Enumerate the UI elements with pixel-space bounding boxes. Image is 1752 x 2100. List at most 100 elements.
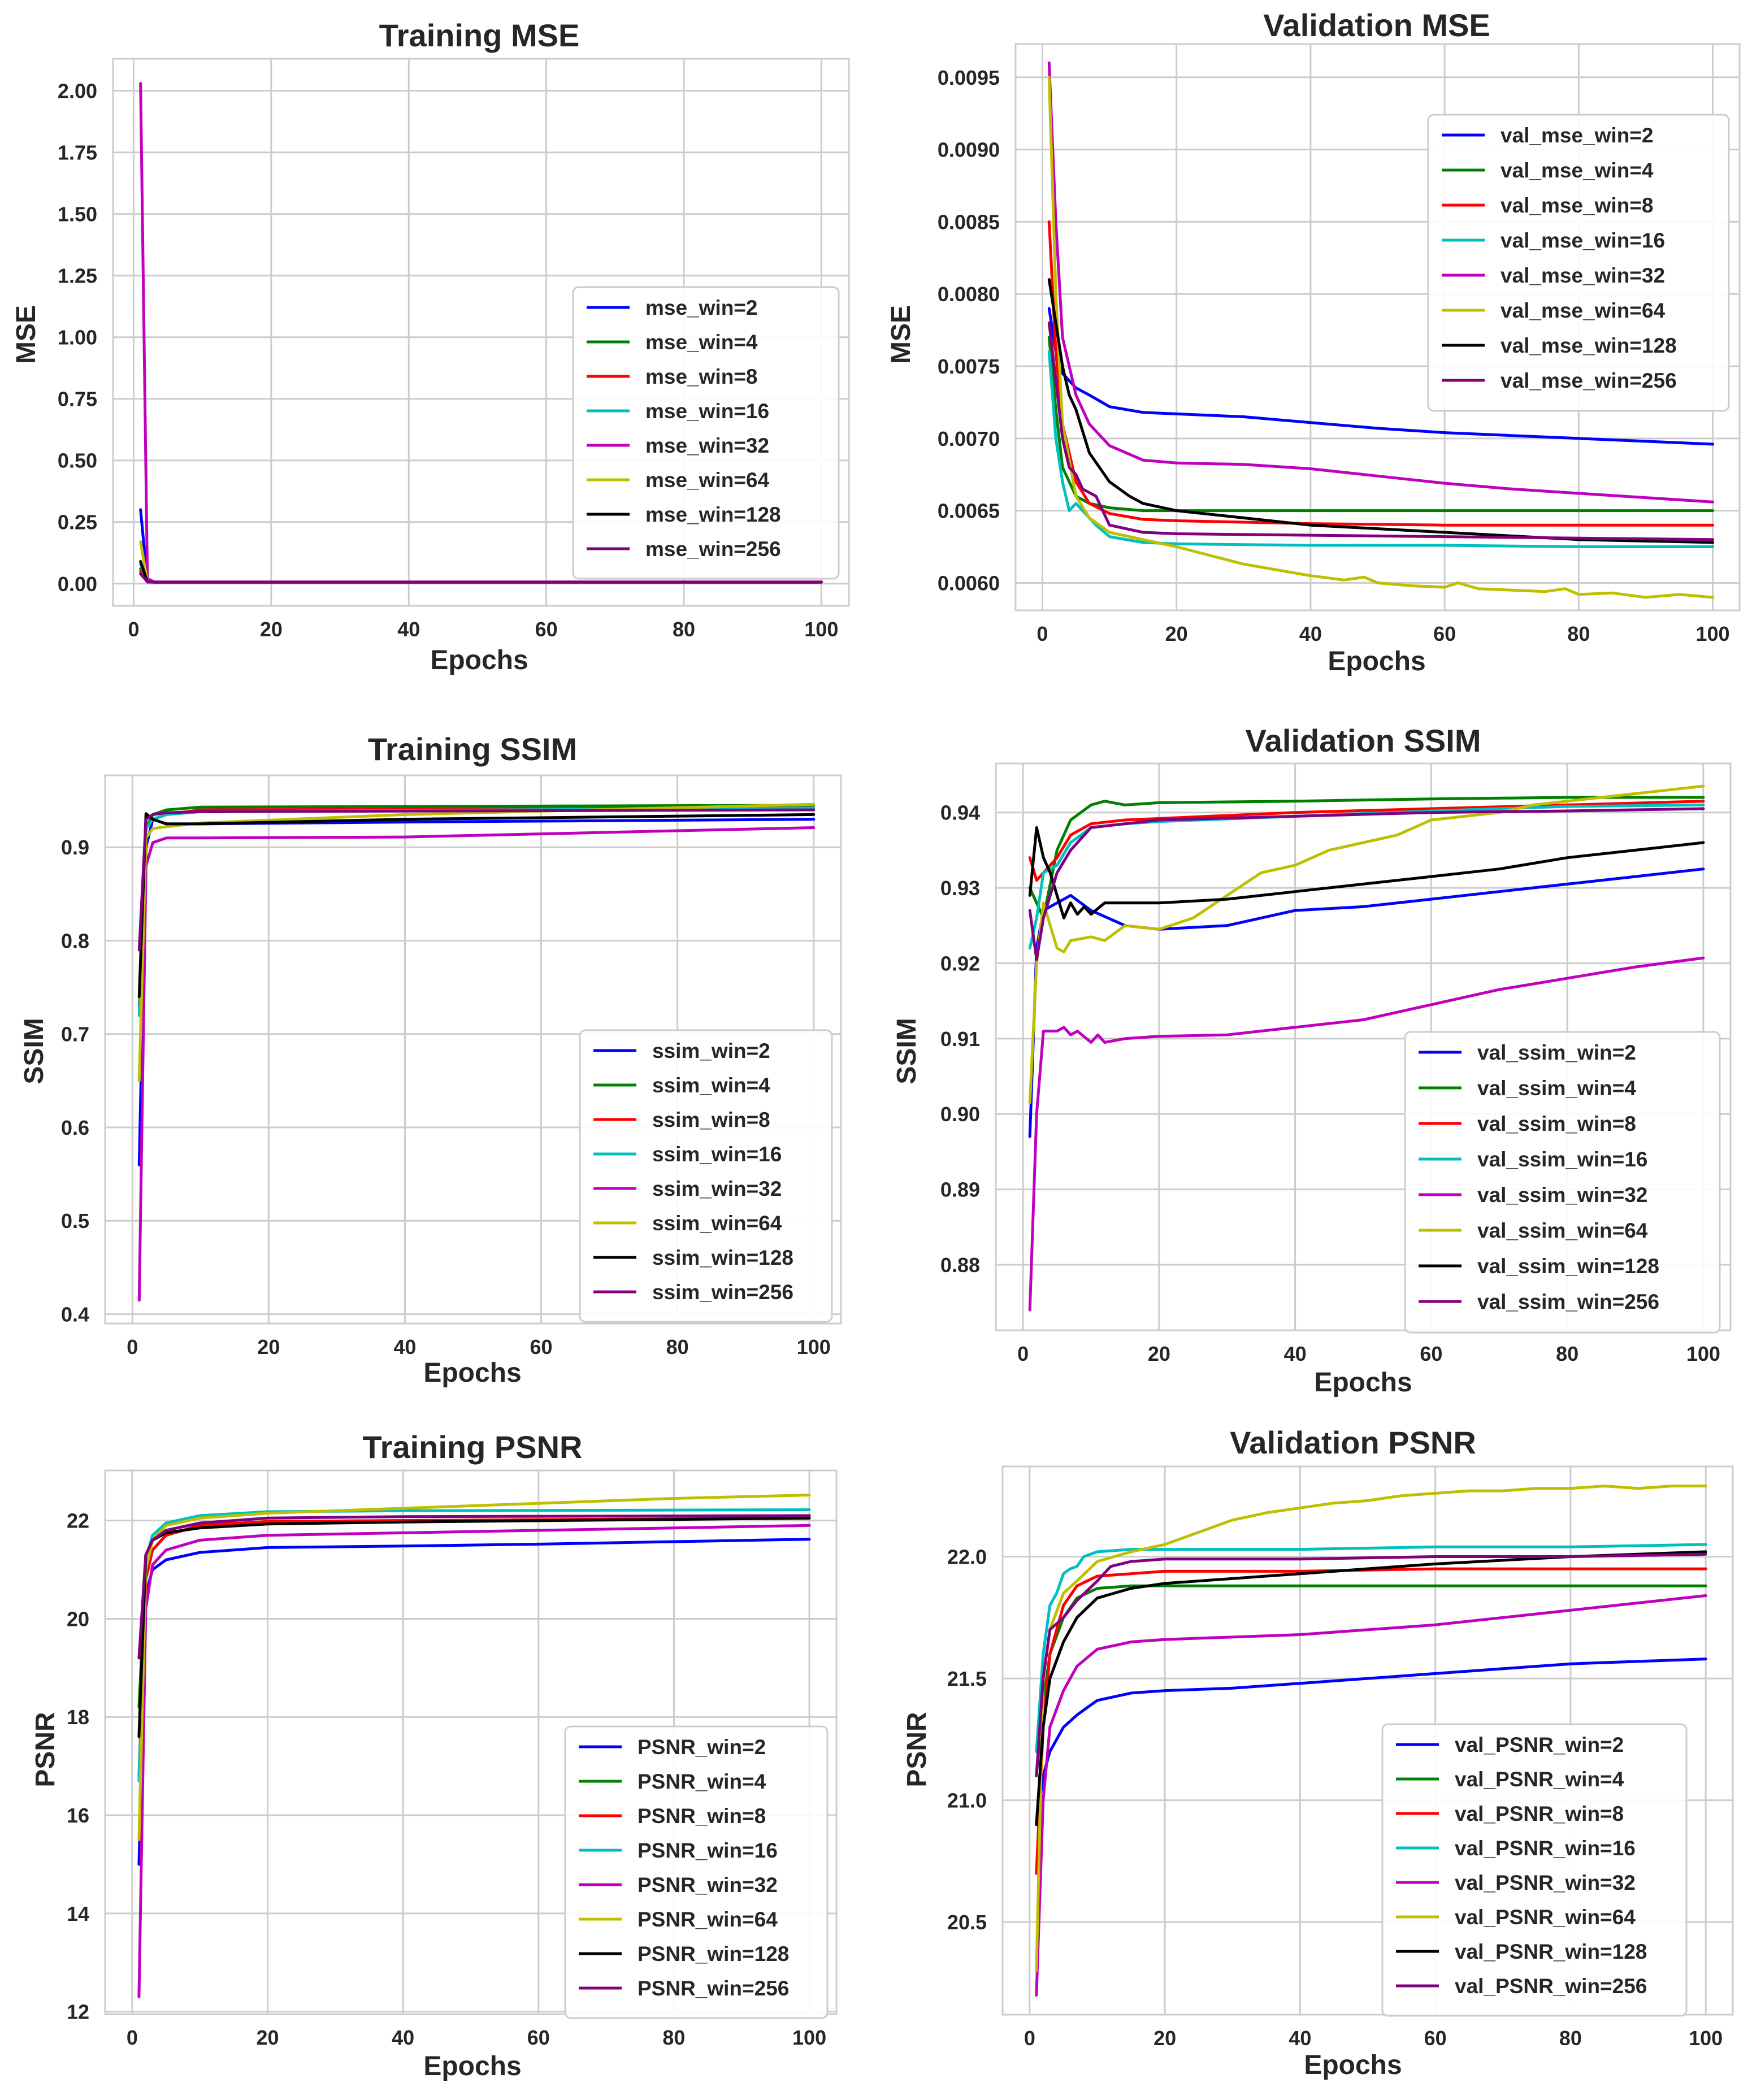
- series-line-ssim-win-128: [137, 812, 816, 999]
- x-tick-label: 60: [535, 618, 558, 641]
- y-tick-label: 1.50: [58, 203, 97, 226]
- y-tick-label: 0.0070: [938, 427, 1000, 450]
- y-tick-label: 21.0: [947, 1789, 987, 1812]
- legend: mse_win=2 mse_win=4 mse_win=8 mse_win=16mse…: [572, 286, 840, 580]
- legend-entry: mse_win=8: [645, 365, 757, 388]
- legend-entry: val_PSNR_win=4: [1455, 1768, 1624, 1791]
- x-tick-label: 40: [392, 2026, 414, 2049]
- legend-entry: mse_win=32: [645, 434, 769, 457]
- legend-entry: PSNR_win=2: [638, 1735, 766, 1759]
- legend: ssim_win=2 ssim_win=4 ssim_win=8 ssim_win=1…: [579, 1029, 833, 1323]
- series-line-val-psnr-win-8: [1035, 1567, 1707, 1875]
- y-tick-label: 1.25: [58, 264, 97, 288]
- legend-entry: val_ssim_win=256: [1477, 1290, 1659, 1313]
- legend-entry: ssim_win=128: [652, 1246, 793, 1269]
- x-tick-label: 100: [1696, 622, 1730, 645]
- x-tick-label: 0: [1037, 622, 1048, 645]
- legend-entry: val_PSNR_win=64: [1455, 1906, 1636, 1929]
- x-tick-label: 40: [1289, 2027, 1311, 2050]
- x-tick-label: 0: [127, 2026, 138, 2049]
- legend-frame: [572, 286, 840, 580]
- legend-entry: PSNR_win=4: [638, 1770, 766, 1793]
- y-tick-label: 0.50: [58, 449, 97, 472]
- x-tick-label: 20: [1165, 622, 1188, 645]
- series-line-val-mse-win-4: [1047, 336, 1715, 513]
- y-tick-label: 0.94: [940, 801, 980, 825]
- y-tick-label: 0.4: [61, 1303, 89, 1326]
- series-line-psnr-win-64: [137, 1494, 811, 1841]
- series-line-val-psnr-win-32: [1035, 1594, 1707, 1997]
- legend-entry: mse_win=16: [645, 400, 769, 423]
- y-tick-label: 0.0095: [938, 66, 1000, 89]
- legend: val_PSNR_win=2 val_PSNR_win=4 val_PSNR_win…: [1381, 1723, 1688, 2017]
- chart-title: Validation MSE: [1263, 7, 1490, 43]
- series-line-val-mse-win-16: [1047, 350, 1715, 548]
- x-tick-label: 100: [792, 2026, 826, 2049]
- x-tick-label: 80: [662, 2026, 685, 2049]
- chart-panel-1: 0 20 40 60 80 100 0.00 0.25 0.50 0.75 1.00 1.25 1.50…: [11, 18, 850, 675]
- y-axis-label: SSIM: [892, 1018, 922, 1084]
- y-tick-label: 2.00: [58, 80, 97, 103]
- legend-entry: val_ssim_win=64: [1477, 1219, 1648, 1242]
- legend-entry: val_PSNR_win=32: [1455, 1871, 1636, 1894]
- y-tick-label: 0.0060: [938, 571, 1000, 595]
- y-tick-label: 0.92: [940, 952, 980, 975]
- series-line-val-ssim-win-128: [1028, 826, 1705, 919]
- y-tick-label: 20.5: [947, 1911, 987, 1934]
- chart-panel-5: 0 20 40 60 80 100 12 14 16 18 20 22 Training PSNR Epo…: [31, 1429, 838, 2081]
- legend-entry: PSNR_win=8: [638, 1804, 766, 1828]
- y-tick-label: 0.89: [940, 1178, 980, 1201]
- series-line-val-ssim-win-2: [1028, 867, 1705, 1138]
- y-tick-label: 0.0090: [938, 138, 1000, 162]
- x-tick-label: 20: [1153, 2027, 1176, 2050]
- legend-entry: val_PSNR_win=16: [1455, 1837, 1636, 1860]
- x-tick-label: 60: [1424, 2027, 1447, 2050]
- legend-frame: [564, 1725, 829, 2019]
- legend-entry: val_PSNR_win=256: [1455, 1975, 1647, 1998]
- series-line-val-mse-win-256: [1047, 321, 1715, 541]
- y-tick-label: 1.00: [58, 326, 97, 349]
- series-line-val-ssim-win-64: [1028, 784, 1705, 1104]
- legend-entry: ssim_win=256: [652, 1281, 793, 1304]
- legend: PSNR_win=2 PSNR_win=4 PSNR_win=8 PSNR_win=1…: [564, 1725, 829, 2019]
- legend-entry: val_mse_win=128: [1501, 334, 1677, 357]
- legend-entry: PSNR_win=256: [638, 1977, 789, 2000]
- series-line-val-ssim-win-32: [1028, 956, 1705, 1312]
- legend-entry: val_ssim_win=32: [1477, 1183, 1647, 1207]
- legend: val_mse_win=2 val_mse_win=4 val_mse_win=8v…: [1427, 114, 1730, 412]
- legend-entry: ssim_win=64: [652, 1212, 782, 1235]
- x-axis-label: Epochs: [423, 1358, 521, 1388]
- chart-title: Validation SSIM: [1246, 723, 1481, 758]
- legend-entry: PSNR_win=16: [638, 1839, 778, 1862]
- series-line-val-psnr-win-16: [1035, 1543, 1707, 1753]
- legend-entry: ssim_win=32: [652, 1177, 782, 1200]
- y-tick-label: 1.75: [58, 141, 97, 164]
- legend-entry: mse_win=128: [645, 503, 781, 526]
- legend-entry: val_mse_win=32: [1501, 264, 1665, 287]
- legend-frame: [1404, 1031, 1721, 1334]
- x-axis-label: Epochs: [430, 645, 528, 675]
- legend-entry: val_mse_win=4: [1501, 159, 1654, 182]
- y-axis-label: MSE: [886, 305, 916, 364]
- x-tick-label: 0: [127, 1335, 138, 1359]
- chart-title: Training PSNR: [363, 1429, 583, 1465]
- x-tick-label: 60: [530, 1335, 553, 1359]
- series-line-val-ssim-win-256: [1028, 807, 1705, 961]
- legend-entry: ssim_win=8: [652, 1108, 770, 1131]
- series-line-val-psnr-win-64: [1035, 1485, 1707, 1972]
- legend-entry: val_PSNR_win=8: [1455, 1802, 1624, 1825]
- legend-entry: PSNR_win=32: [638, 1873, 778, 1897]
- y-tick-label: 0.90: [940, 1103, 980, 1126]
- y-axis-label: PSNR: [902, 1712, 932, 1787]
- legend: val_ssim_win=2 val_ssim_win=4 val_ssim_win…: [1404, 1031, 1721, 1334]
- y-tick-label: 12: [67, 2001, 89, 2024]
- legend-entry: val_mse_win=64: [1501, 299, 1665, 322]
- legend-frame: [579, 1029, 833, 1323]
- chart-panel-4: 0 20 40 60 80 100 0.88 0.89 0.90 0.91 0.92 0.93 0.94…: [892, 723, 1732, 1398]
- legend-entry: val_ssim_win=4: [1477, 1077, 1636, 1100]
- y-tick-label: 22.0: [947, 1546, 987, 1569]
- y-tick-label: 0.0065: [938, 500, 1000, 523]
- x-axis-label: Epochs: [1314, 1368, 1412, 1398]
- x-tick-label: 40: [393, 1335, 416, 1359]
